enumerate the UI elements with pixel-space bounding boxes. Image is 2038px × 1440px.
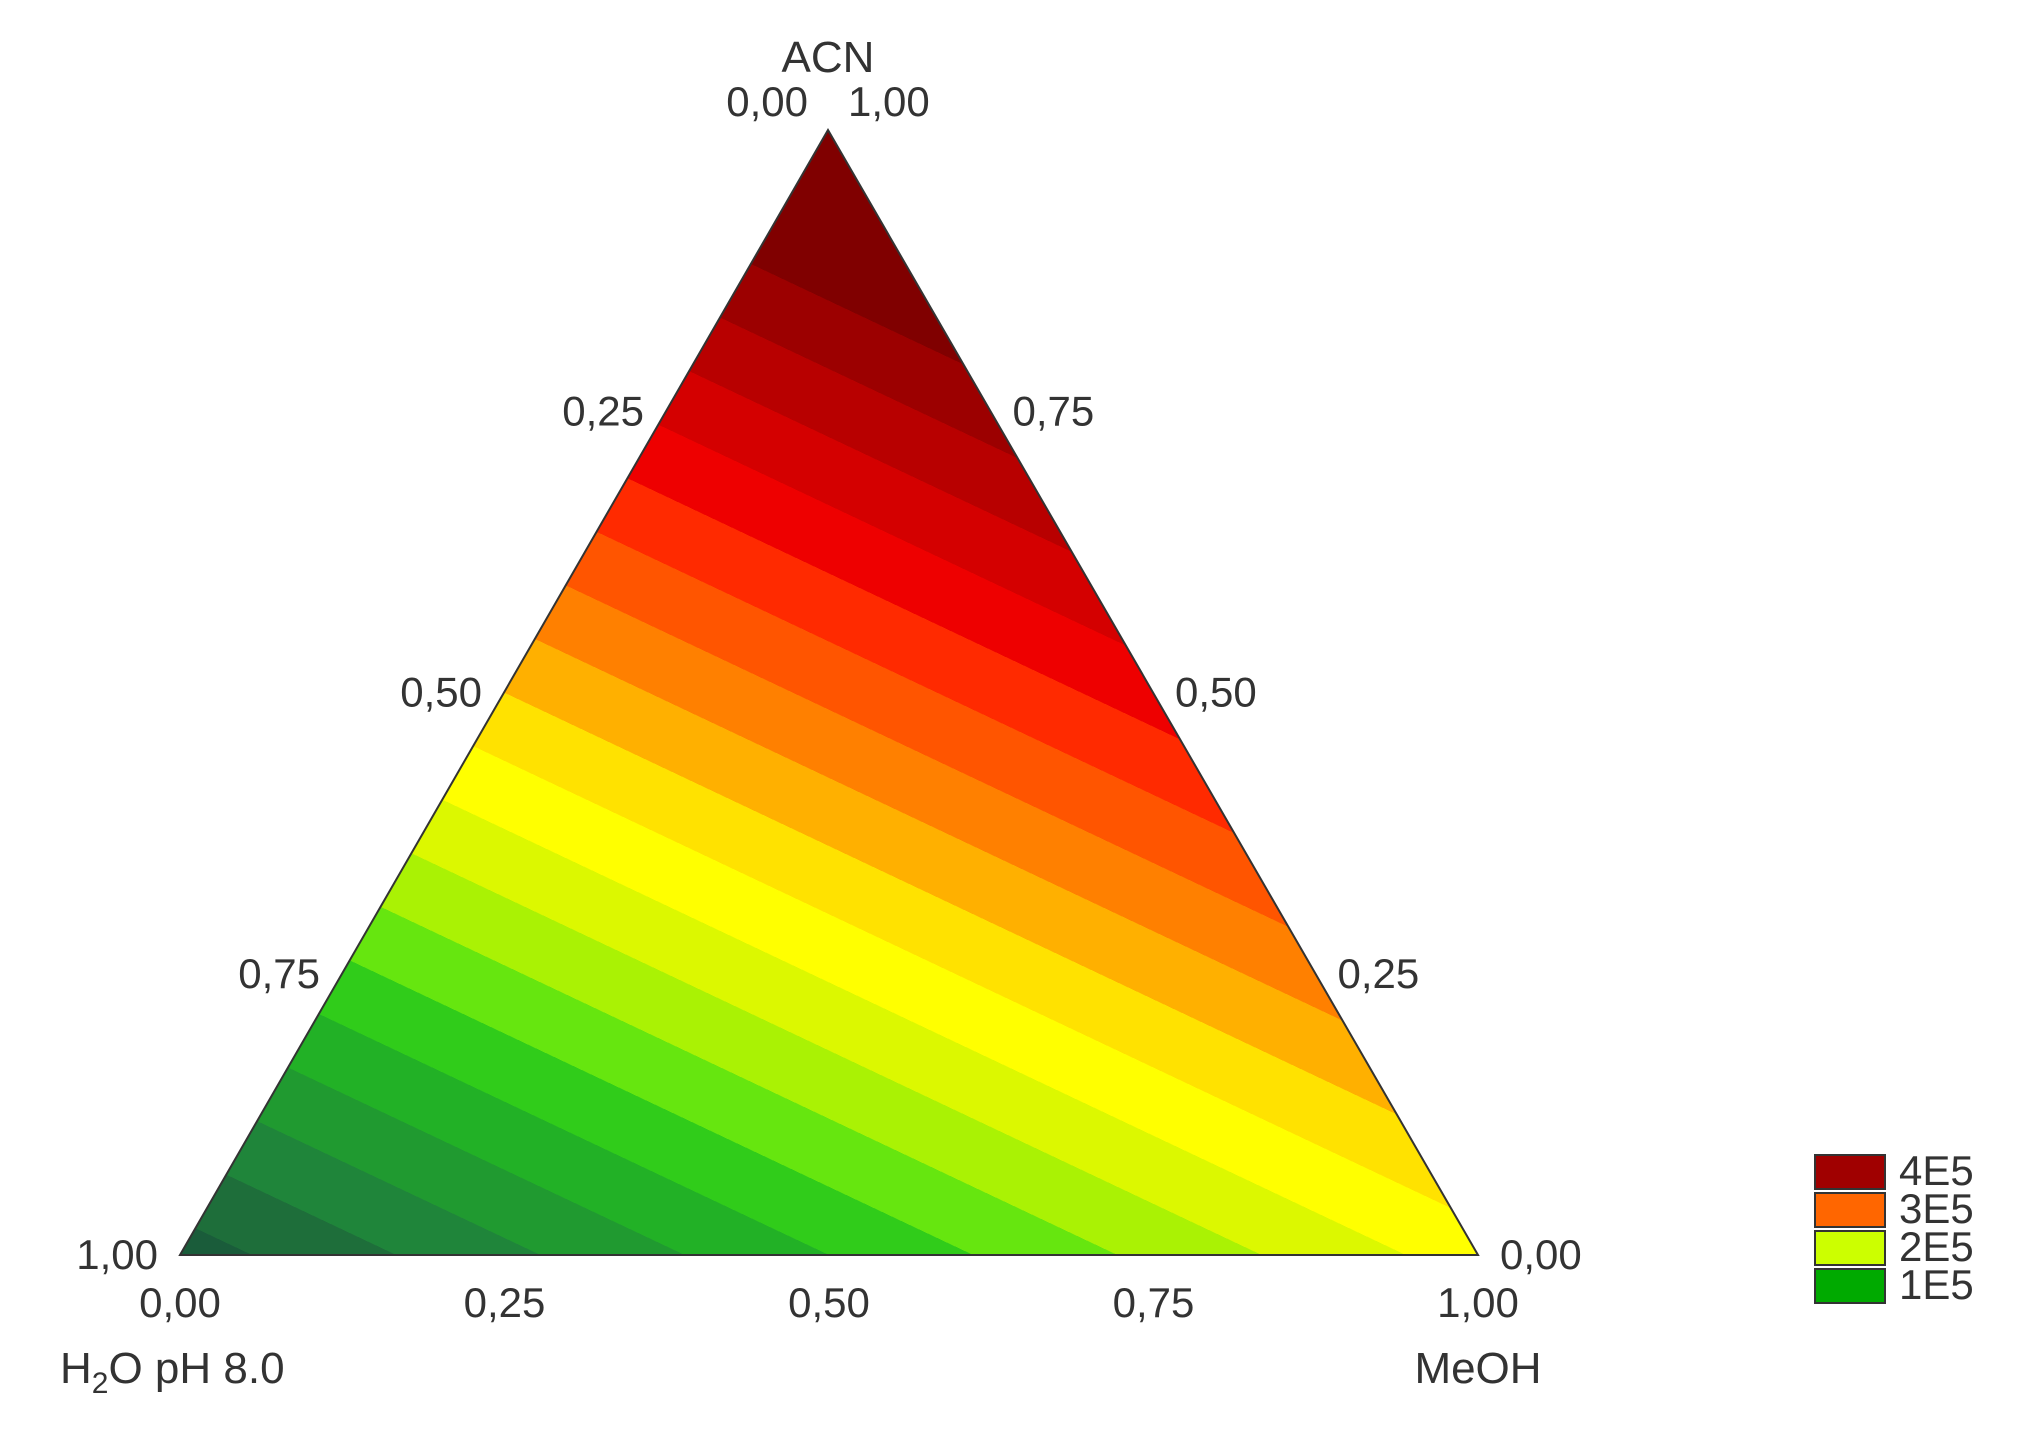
legend-swatch [1814, 1268, 1886, 1304]
vertex-label-meoh: MeOH [1414, 1344, 1541, 1393]
vertex-label-water: H2O pH 8.0 [60, 1344, 285, 1400]
right-edge-tick: 1,00 [848, 78, 930, 125]
right-edge-tick: 0,75 [1013, 387, 1095, 434]
vertex-label-water-h: H [60, 1344, 92, 1393]
right-edge-tick: 0,25 [1338, 950, 1420, 997]
left-edge-tick: 0,50 [400, 669, 482, 716]
bottom-edge-tick: 1,00 [1437, 1279, 1519, 1326]
legend-swatch [1814, 1230, 1886, 1266]
legend-label: 1E5 [1899, 1261, 1974, 1308]
bottom-edge-tick: 0,25 [464, 1279, 546, 1326]
legend-swatch [1814, 1154, 1886, 1190]
legend-swatch [1814, 1192, 1886, 1228]
left-edge-tick: 0,75 [238, 950, 320, 997]
vertex-label-acn: ACN [782, 33, 875, 82]
bottom-edge-tick: 0,00 [139, 1279, 221, 1326]
right-edge-tick: 0,00 [1500, 1231, 1582, 1278]
legend-label: 3E5 [1899, 1185, 1974, 1232]
legend-label: 2E5 [1899, 1223, 1974, 1270]
bottom-edge-tick: 0,50 [788, 1279, 870, 1326]
vertex-labels: ACN H2O pH 8.0 MeOH [60, 33, 1542, 1400]
bottom-edge-tick: 0,75 [1113, 1279, 1195, 1326]
left-edge-tick: 0,00 [726, 78, 808, 125]
right-edge-tick: 0,50 [1175, 669, 1257, 716]
triangle-outline [178, 127, 1480, 1256]
tick-labels: 0,00 0,25 0,50 0,75 1,00 1,00 0,75 0,50 0,25 0,00… [76, 78, 1582, 1326]
left-edge-tick: 0,25 [562, 387, 644, 434]
left-edge-tick: 1,00 [76, 1231, 158, 1278]
vertex-label-water-subscript: 2 [92, 1367, 109, 1400]
legend-label: 4E5 [1899, 1147, 1974, 1194]
vertex-label-water-rest: O pH 8.0 [108, 1344, 284, 1393]
